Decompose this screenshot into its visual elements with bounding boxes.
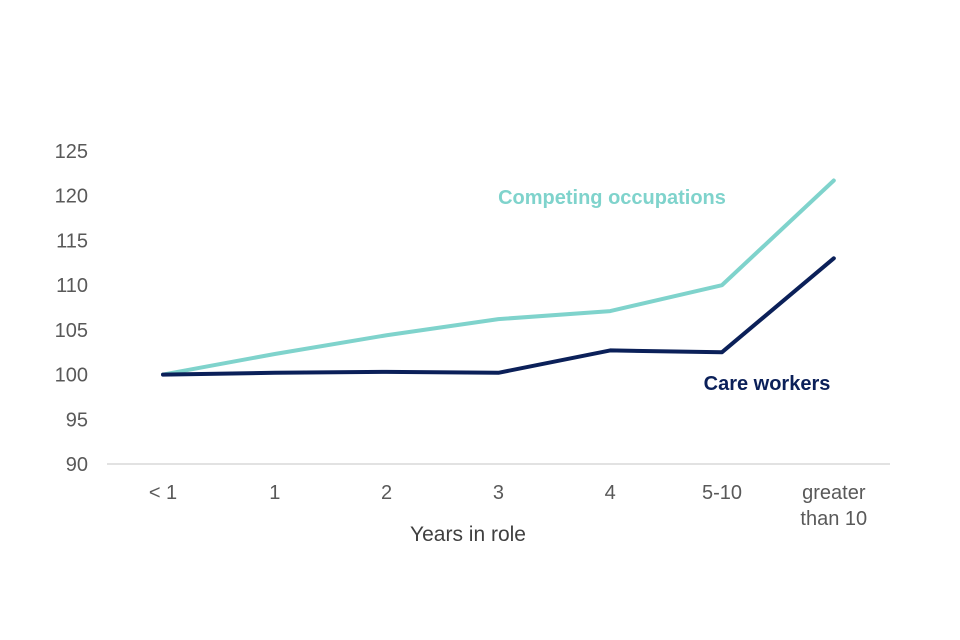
y-tick-label: 95: [66, 409, 88, 431]
y-tick-label: 90: [66, 454, 88, 476]
series-lines: [161, 178, 836, 377]
x-tick-label: 1: [269, 482, 280, 504]
x-tick-label: 5-10: [702, 482, 742, 504]
y-axis-ticks: 90 95 100 105 110 115 120 125: [55, 141, 88, 476]
x-tick-label: 2: [381, 482, 392, 504]
y-tick-label: 105: [55, 320, 88, 342]
y-tick-label: 125: [55, 141, 88, 163]
y-tick-label: 115: [56, 230, 88, 252]
series-label-competing-occupations: Competing occupations: [498, 187, 726, 209]
x-axis-ticks: < 1 1 2 3 4 5-10 greater than 10: [149, 482, 867, 530]
y-tick-label: 110: [56, 275, 88, 297]
series-line-competing-occupations: [161, 178, 836, 377]
series-line-care-workers: [161, 256, 836, 377]
y-tick-label: 120: [55, 186, 88, 208]
x-tick-label: < 1: [149, 482, 177, 504]
x-tick-label: greater than 10: [800, 482, 867, 530]
x-tick-label: 4: [605, 482, 616, 504]
x-axis-title: Years in role: [410, 523, 526, 546]
x-tick-label: 3: [493, 482, 504, 504]
y-tick-label: 100: [55, 365, 88, 387]
series-label-care-workers: Care workers: [704, 373, 831, 395]
